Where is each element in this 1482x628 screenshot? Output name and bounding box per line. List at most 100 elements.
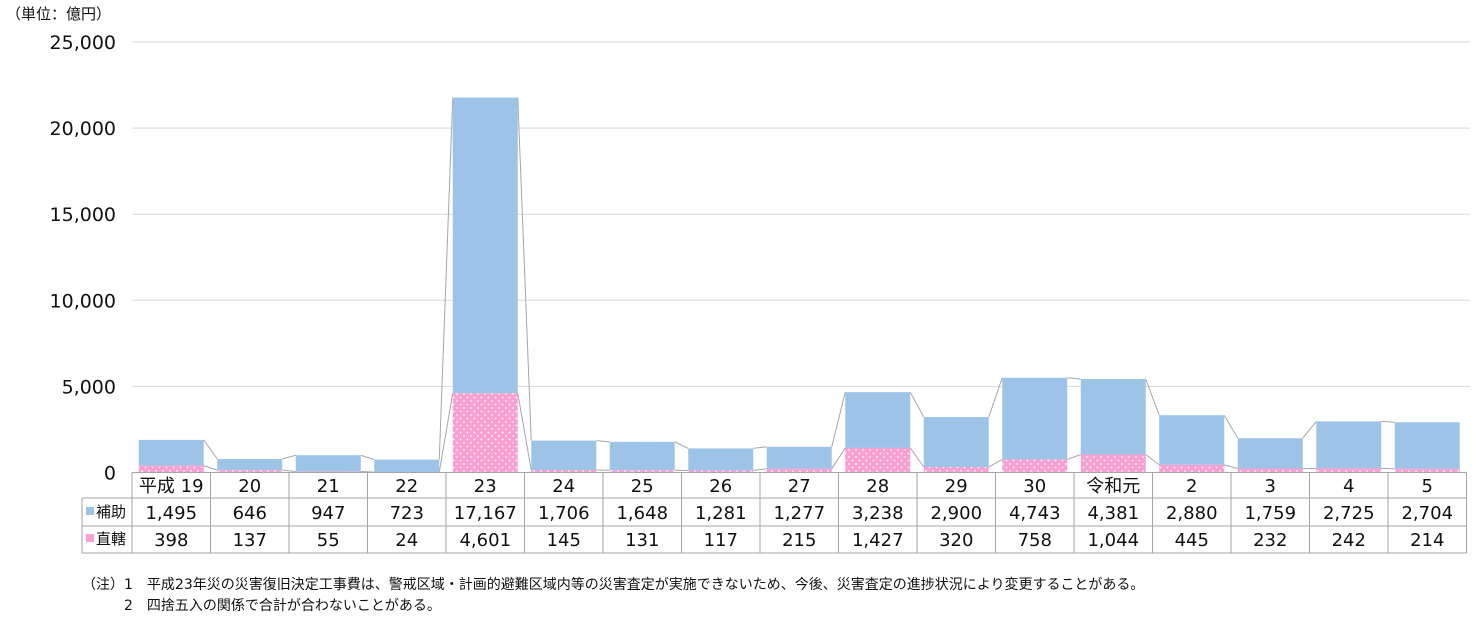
bar-hojo: [1002, 377, 1068, 460]
category-label: 23: [474, 476, 497, 497]
bar-hojo: [1316, 421, 1382, 469]
bar-hojo: [531, 440, 597, 471]
bar-chokkatsu: [1080, 454, 1146, 473]
bar-chokkatsu: [531, 470, 597, 473]
grid-lines: [132, 41, 1470, 387]
table-cell: 55: [317, 530, 340, 551]
table-cell: 723: [390, 503, 424, 524]
connector-total: [831, 392, 846, 447]
table-cell: 1,427: [852, 530, 904, 551]
connector-direct: [753, 468, 767, 471]
category-label: 26: [709, 476, 732, 497]
bar-chokkatsu: [1237, 468, 1303, 473]
connector-direct: [988, 459, 1003, 468]
connector-total: [674, 441, 689, 449]
connector-total: [282, 454, 296, 460]
table-cell: 947: [311, 503, 345, 524]
bar-chokkatsu: [845, 447, 911, 473]
bar-hojo: [609, 441, 675, 471]
category-label: 平成 19: [139, 476, 204, 497]
bar-chokkatsu: [766, 468, 832, 473]
bar-chokkatsu: [688, 470, 754, 473]
bar-hojo: [374, 459, 440, 473]
footnote-2: 2 四捨五入の関係で合計が合わないことがある。: [82, 598, 441, 614]
connector-total: [909, 391, 925, 418]
connector-direct: [438, 393, 454, 473]
table-cell: 215: [782, 530, 816, 551]
table-cell: 2,725: [1323, 503, 1375, 524]
bars: [138, 97, 1460, 473]
table-cell: 1,648: [616, 503, 668, 524]
bar-chokkatsu: [1159, 464, 1225, 473]
bar-chokkatsu: [1394, 468, 1460, 473]
table-cell: 2,880: [1166, 503, 1218, 524]
footnotes: （注）1 平成23年災の災害復旧決定工事費は、警戒区域・計画的避難区域内等の災害…: [82, 575, 1144, 617]
connector-direct: [282, 469, 296, 473]
bar-chokkatsu: [1316, 468, 1382, 473]
legend-swatch: [86, 507, 94, 515]
connector-total: [596, 440, 610, 443]
category-label: 24: [552, 476, 575, 497]
bar-hojo: [1394, 422, 1460, 469]
table-cell: 24: [395, 530, 418, 551]
table-cell: 646: [233, 503, 267, 524]
category-label: 30: [1023, 476, 1046, 497]
bar-hojo: [1159, 415, 1225, 465]
bar-hojo: [766, 446, 832, 469]
connector-total: [1067, 377, 1081, 380]
connector-total: [1302, 421, 1317, 439]
bar-chokkatsu: [923, 466, 989, 473]
connector-direct: [909, 447, 925, 468]
connector-direct: [831, 447, 846, 470]
table-cell: 1,706: [538, 503, 590, 524]
connector-direct: [203, 465, 218, 471]
table-cell: 1,759: [1244, 503, 1296, 524]
connector-direct: [1145, 454, 1160, 466]
table-cell: 17,167: [454, 503, 517, 524]
table-cell: 445: [1175, 530, 1209, 551]
connector-direct: [360, 471, 375, 473]
series-connectors: [203, 97, 1395, 473]
data-table: 平成 19 20 21 22 23 24 25 26 27 28 29 30 令和元 2 3 4 5補助 1,49…: [81, 472, 1467, 554]
y-tick-label: 25,000: [50, 32, 116, 54]
footnote-1: （注）1 平成23年災の災害復旧決定工事費は、警戒区域・計画的避難区域内等の災害…: [82, 577, 1145, 593]
y-axis-ticks: 0 5,000 10,000 15,000 20,000 25,000: [50, 32, 116, 485]
table-cell: 1,495: [145, 503, 197, 524]
bar-chokkatsu: [609, 470, 675, 473]
legend-label: 補助: [96, 503, 126, 521]
category-label: 29: [945, 476, 968, 497]
y-tick-label: 10,000: [50, 290, 116, 312]
table-cell: 117: [704, 530, 738, 551]
bar-hojo: [295, 455, 361, 472]
table-cell: 3,238: [852, 503, 904, 524]
y-tick-label: 20,000: [50, 118, 116, 140]
bar-hojo: [1080, 379, 1146, 455]
table-cell: 4,381: [1087, 503, 1139, 524]
table-cell: 4,743: [1009, 503, 1061, 524]
category-label: 22: [395, 476, 418, 497]
category-label: 21: [317, 476, 340, 497]
table-cell: 232: [1253, 530, 1287, 551]
connector-direct: [1224, 464, 1238, 469]
category-label: 28: [866, 476, 889, 497]
category-label: 20: [238, 476, 261, 497]
table-cell: 398: [154, 530, 188, 551]
category-label: 25: [631, 476, 654, 497]
connector-total: [1381, 420, 1395, 423]
table-cell: 2,704: [1401, 503, 1453, 524]
legend-swatch: [86, 534, 94, 542]
connector-total: [1145, 378, 1160, 416]
y-tick-label: 15,000: [50, 204, 116, 226]
table-cell: 214: [1410, 530, 1444, 551]
bar-chokkatsu: [1002, 459, 1068, 473]
table-cell: 1,277: [773, 503, 825, 524]
connector-total: [1223, 414, 1239, 439]
bar-hojo: [688, 448, 754, 471]
legend-label: 直轄: [96, 530, 126, 548]
connector-direct: [517, 393, 532, 471]
bar-hojo: [452, 97, 518, 394]
category-label: 5: [1422, 476, 1433, 497]
category-label: 4: [1343, 476, 1354, 497]
connector-total: [988, 377, 1003, 418]
